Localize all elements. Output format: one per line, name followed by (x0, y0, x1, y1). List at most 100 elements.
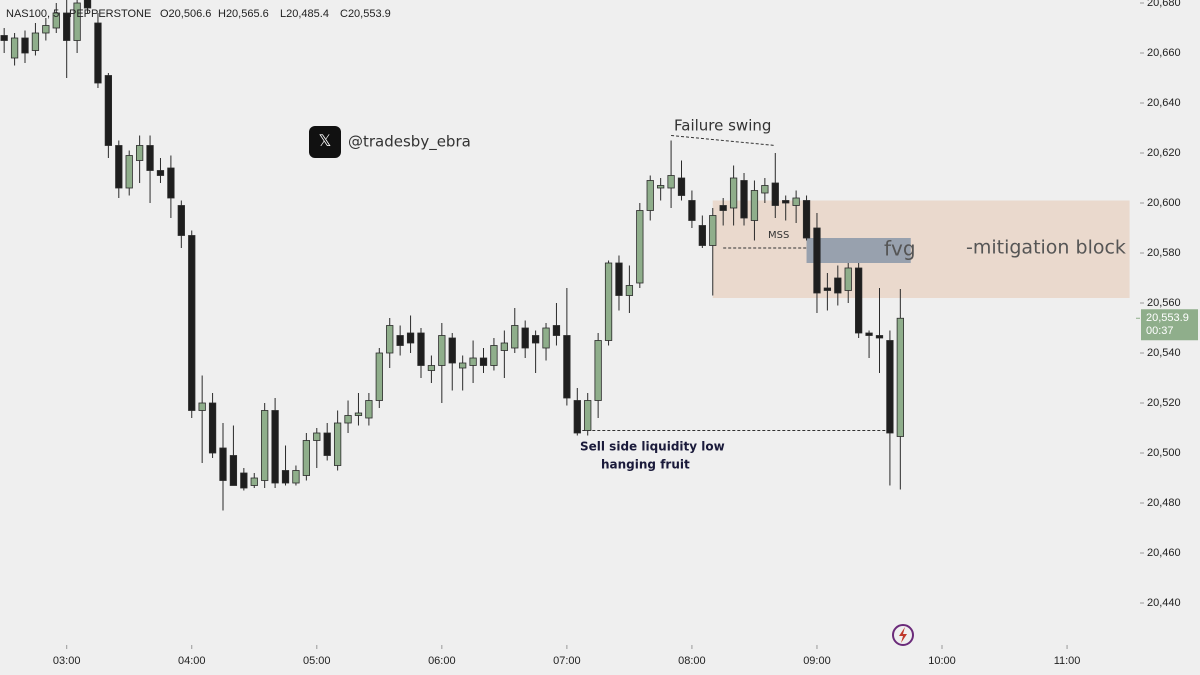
candle-body (427, 365, 436, 371)
candle-body (104, 75, 113, 146)
candle-body (479, 357, 488, 366)
candle-body (615, 262, 623, 296)
candle-body (438, 335, 446, 366)
ohlc-high: H20,565.6 (218, 8, 269, 20)
candle-body (261, 410, 269, 481)
y-tick-label: 20,560 (1147, 297, 1181, 309)
zone-label: -mitigation block (966, 237, 1126, 259)
candle-body (188, 235, 196, 411)
y-tick-label: 20,460 (1147, 547, 1181, 559)
y-tick-label: 20,640 (1147, 97, 1181, 109)
candle-body (281, 470, 290, 484)
axes: 20,440 20,460 20,480 20,500 20,520 20,540 20,5… (53, 0, 1198, 667)
symbol: NAS100, 5 · PEPPERSTONE (6, 8, 151, 20)
bolt-icon (892, 624, 914, 646)
annotation: hanging fruit (601, 458, 690, 472)
zone-label: fvg (884, 237, 916, 261)
x-tick-label: 05:00 (303, 655, 331, 667)
candle-body (677, 177, 686, 196)
candle-body (604, 262, 613, 341)
candle-body (792, 197, 800, 206)
x-tick-label: 07:00 (553, 655, 581, 667)
candle-body (292, 470, 300, 484)
zone (806, 238, 911, 263)
candle-body (490, 345, 498, 366)
candle-body (83, 0, 92, 9)
zone (712, 200, 1130, 298)
annotation: Failure swing (674, 117, 771, 135)
x-tick-label: 06:00 (428, 655, 456, 667)
candle-body (719, 205, 727, 211)
x-tick-label: 10:00 (928, 655, 956, 667)
candle-body (886, 340, 894, 434)
y-tick-label: 20,680 (1147, 0, 1181, 9)
y-tick-label: 20,660 (1147, 47, 1181, 59)
y-tick-label: 20,500 (1147, 447, 1181, 459)
candle-body (156, 170, 165, 176)
candle-body (709, 215, 717, 246)
candle-body (313, 432, 321, 441)
candle-body (688, 200, 696, 221)
candle-body (698, 225, 706, 246)
candle-body (167, 167, 175, 199)
candle-body (21, 37, 29, 54)
watermark: @tradesby_ebra (348, 133, 471, 152)
annotation: MSS (768, 230, 789, 241)
candle-body (229, 455, 238, 486)
candle-body (521, 327, 529, 349)
candle-body (333, 422, 342, 466)
x-tick-label: 03:00 (53, 655, 81, 667)
plot (0, 0, 904, 511)
candle-body (250, 477, 258, 486)
y-tick-label: 20,540 (1147, 347, 1181, 359)
y-tick-label: 20,480 (1147, 497, 1181, 509)
price-tag-label: 20,553.9 (1146, 312, 1189, 324)
ohlc-close: C20,553.9 (340, 8, 391, 20)
candle-body (865, 332, 873, 336)
candle-body (761, 185, 769, 194)
candle-body (782, 200, 790, 204)
candle-body (625, 285, 634, 296)
y-tick-label: 20,440 (1147, 597, 1181, 609)
candle-body (500, 342, 508, 351)
candle-body (584, 400, 592, 431)
x-tick-label: 04:00 (178, 655, 206, 667)
candle-body (459, 362, 467, 369)
candle-body (10, 37, 19, 59)
candle-body (115, 145, 123, 189)
candle-body (875, 335, 884, 339)
candle-body (198, 402, 206, 411)
countdown: 00:37 (1146, 325, 1174, 337)
candle-body (365, 400, 373, 419)
candle-body (667, 175, 675, 189)
level-line (671, 135, 776, 146)
candle-body (531, 335, 540, 344)
candle-body (896, 317, 904, 437)
ohlc-low: L20,485.4 (280, 8, 329, 20)
candle-body (563, 335, 571, 399)
candle-body (31, 32, 40, 51)
candle-body (802, 200, 811, 239)
candle-body (740, 180, 748, 219)
candle-body (813, 227, 821, 294)
candle-body (302, 440, 310, 476)
candle-body (354, 412, 363, 416)
candle-body (417, 332, 425, 366)
candle-body (323, 432, 331, 456)
candle-body (771, 182, 779, 206)
candle-body (219, 447, 227, 481)
candle-body (73, 2, 81, 41)
candle-body (63, 12, 71, 41)
candle-body (344, 415, 352, 424)
candle-body (396, 335, 404, 346)
candle-body (52, 12, 60, 29)
candle-body (552, 325, 561, 336)
candle-body (406, 332, 415, 344)
candle-body (646, 180, 654, 211)
candle-body (125, 155, 133, 189)
candle-body (386, 325, 394, 354)
watermark-logo: 𝕏 (309, 126, 341, 158)
y-tick-label: 20,620 (1147, 147, 1181, 159)
